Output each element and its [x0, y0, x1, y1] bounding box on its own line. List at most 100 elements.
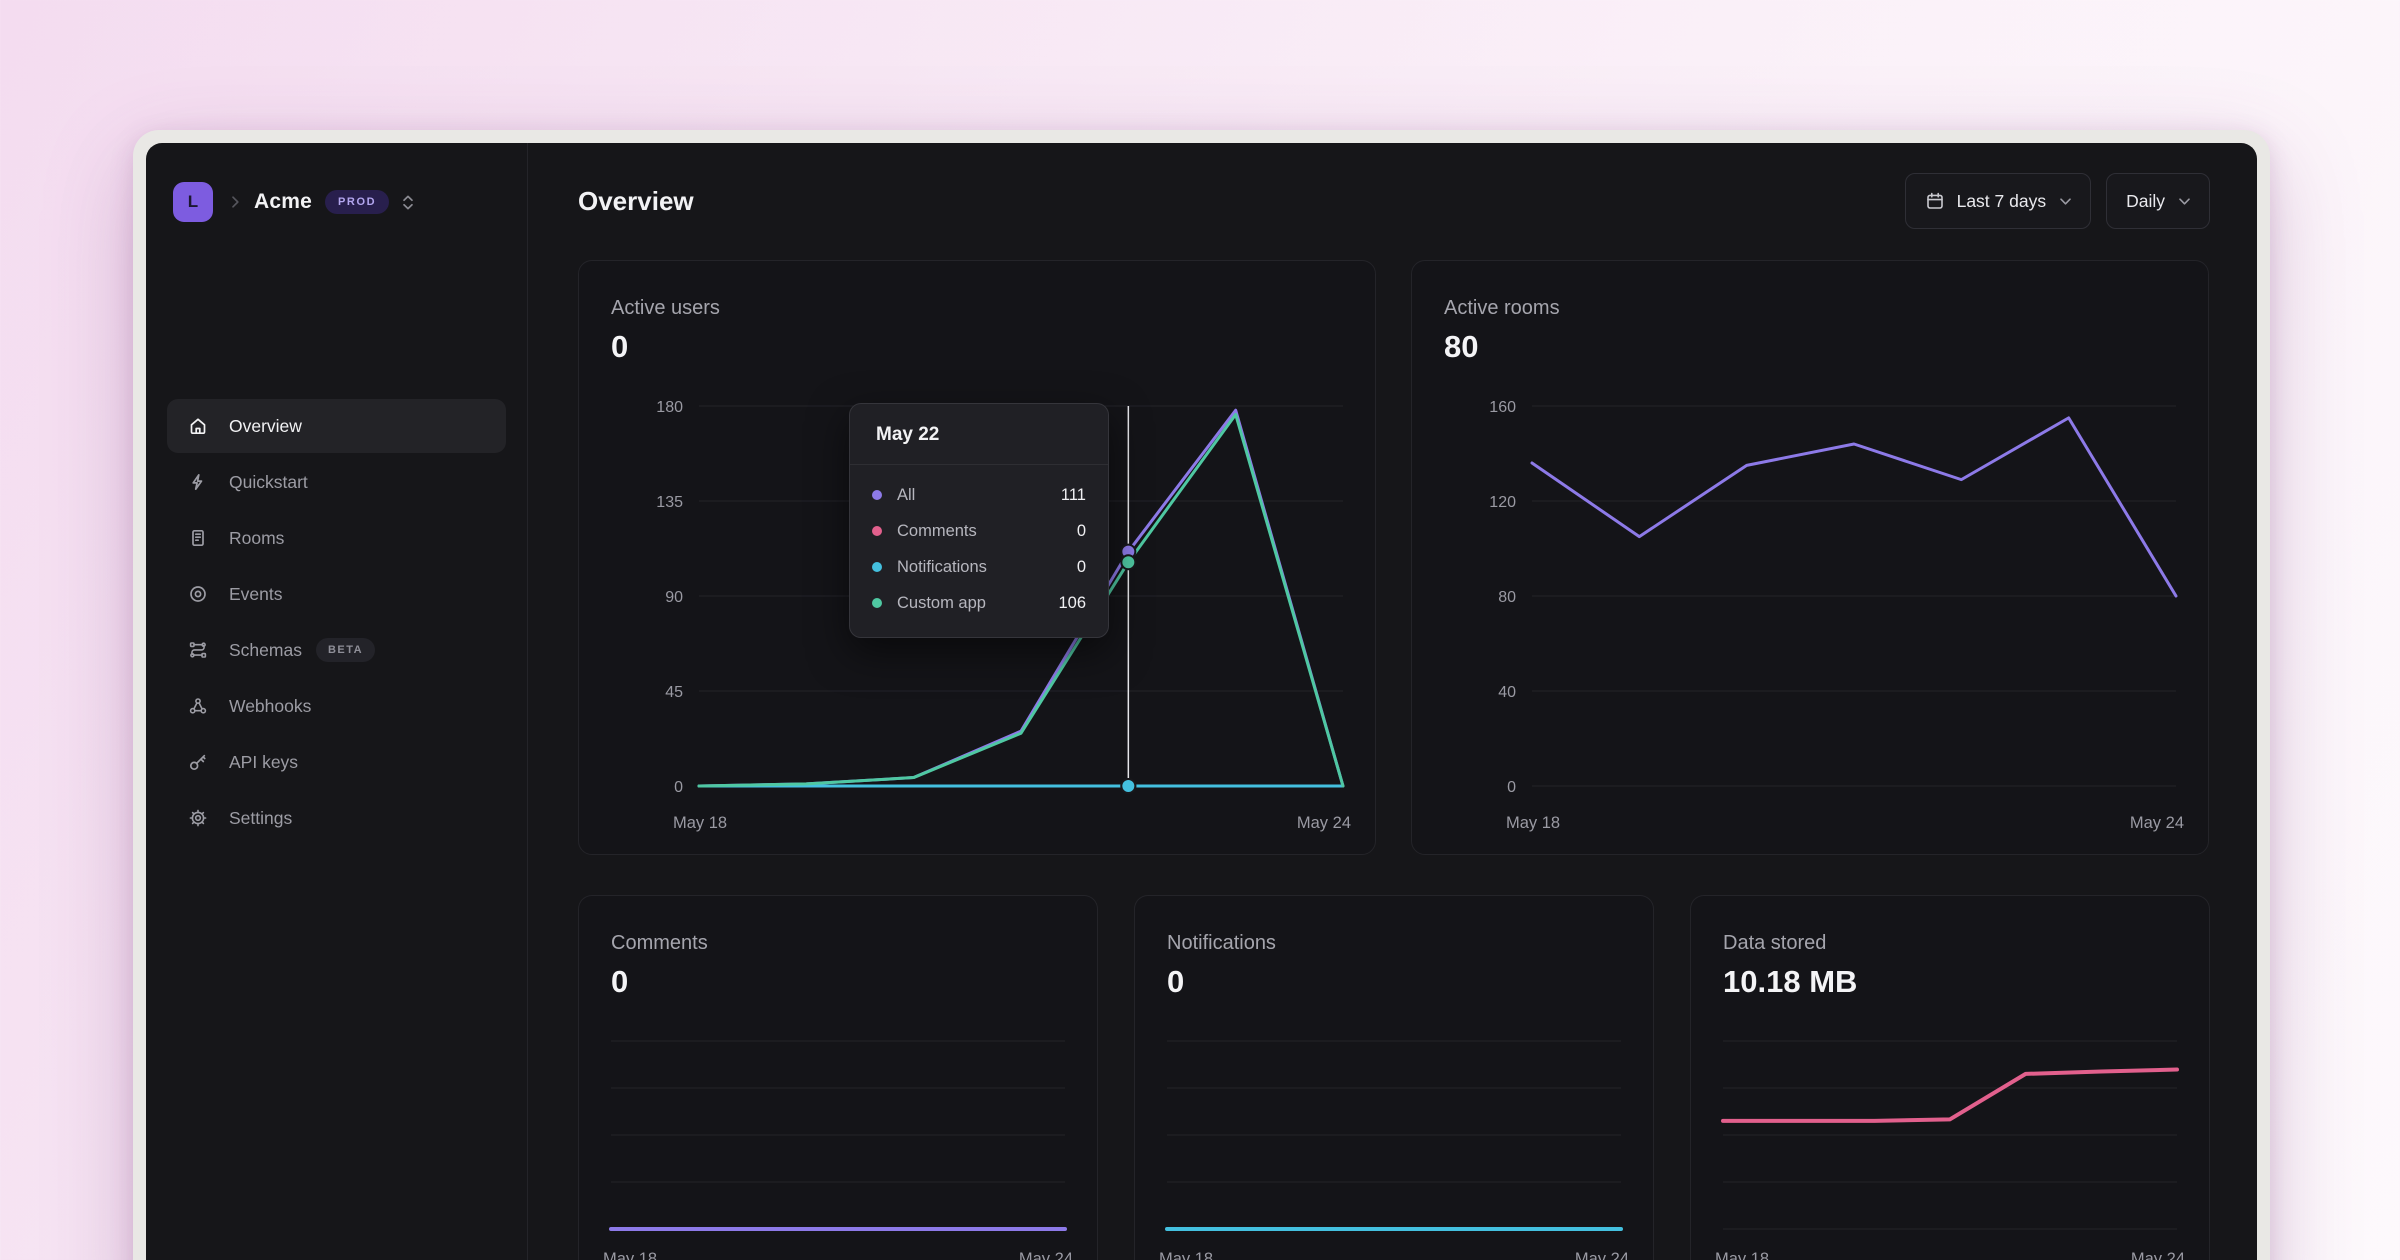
svg-text:May 24: May 24 — [1297, 814, 1351, 832]
calendar-icon — [1925, 191, 1945, 211]
series-label: Custom app — [897, 593, 986, 612]
gear-icon — [188, 808, 208, 828]
sidebar-item-events[interactable]: Events — [167, 567, 506, 621]
tooltip-row: Custom app 106 — [872, 585, 1086, 621]
comments-chart[interactable]: May 18 May 24 — [579, 1029, 1097, 1260]
series-dot-all — [872, 490, 882, 500]
active-rooms-card: Active rooms 80 160 120 80 40 0 May 18 May 24 — [1411, 260, 2209, 855]
main-content: Overview Last 7 days Daily — [528, 143, 2257, 1260]
sidebar-item-webhooks[interactable]: Webhooks — [167, 679, 506, 733]
sidebar-item-overview[interactable]: Overview — [167, 399, 506, 453]
card-value: 0 — [611, 964, 629, 999]
sidebar-item-label: Settings — [229, 807, 293, 828]
card-value: 80 — [1444, 329, 1479, 364]
svg-text:90: 90 — [665, 589, 683, 606]
series-label: Notifications — [897, 557, 987, 576]
sidebar-item-label: Overview — [229, 415, 302, 436]
svg-text:120: 120 — [1489, 494, 1516, 511]
notifications-chart[interactable]: May 18 May 24 — [1135, 1029, 1653, 1260]
card-title: Comments — [611, 932, 708, 954]
series-value: 0 — [1076, 521, 1086, 540]
svg-text:160: 160 — [1489, 399, 1516, 416]
sidebar-item-label: Webhooks — [229, 695, 312, 716]
key-icon — [188, 752, 208, 772]
sidebar-item-label: Quickstart — [229, 471, 308, 492]
webhooks-icon — [188, 696, 208, 716]
sidebar-item-rooms[interactable]: Rooms — [167, 511, 506, 565]
workspace-logo-letter: L — [187, 192, 199, 211]
date-range-label: Last 7 days — [1956, 190, 2047, 211]
card-value: 0 — [611, 329, 629, 364]
sidebar-item-label: Schemas — [229, 639, 302, 660]
svg-text:May 18: May 18 — [603, 1250, 657, 1260]
sidebar-item-quickstart[interactable]: Quickstart — [167, 455, 506, 509]
workspace-switcher[interactable]: L Acme PROD — [173, 182, 507, 222]
date-range-button[interactable]: Last 7 days — [1904, 173, 2092, 229]
series-dot-custom-app — [872, 598, 882, 608]
series-value: 106 — [1058, 593, 1086, 612]
chart-tooltip: May 22 All 111 Comments 0 — [849, 403, 1109, 638]
card-title: Notifications — [1167, 932, 1276, 954]
card-title: Active rooms — [1444, 297, 1560, 319]
svg-text:May 24: May 24 — [1019, 1250, 1073, 1260]
environment-badge: PROD — [325, 190, 390, 214]
svg-text:0: 0 — [674, 779, 683, 796]
header-controls: Last 7 days Daily — [1904, 173, 2210, 229]
schemas-icon — [188, 640, 208, 660]
sidebar-item-label: API keys — [229, 751, 299, 772]
series-label: All — [897, 485, 916, 504]
card-title: Active users — [611, 297, 720, 319]
beta-badge: BETA — [315, 638, 376, 662]
lightning-icon — [188, 472, 208, 492]
page-title: Overview — [578, 185, 694, 216]
tooltip-row: Notifications 0 — [872, 549, 1086, 585]
svg-text:May 18: May 18 — [1159, 1250, 1213, 1260]
sidebar-item-schemas[interactable]: Schemas BETA — [167, 623, 506, 677]
workspace-logo: L — [173, 182, 213, 222]
workspace-name: Acme — [254, 190, 312, 213]
comments-card: Comments 0 May 18 May 24 — [578, 895, 1098, 1260]
notifications-card: Notifications 0 May 18 May 24 — [1134, 895, 1654, 1260]
data-stored-chart[interactable]: May 18 May 24 — [1691, 1029, 2209, 1260]
dashboard-app: L Acme PROD Overview — [146, 143, 2257, 1260]
svg-text:May 18: May 18 — [673, 814, 727, 832]
active-users-card: Active users 0 180 135 90 45 0 May 18 May 24 M… — [578, 260, 1376, 855]
sidebar-item-api-keys[interactable]: API keys — [167, 735, 506, 789]
svg-text:May 24: May 24 — [1575, 1250, 1629, 1260]
sidebar-nav: Overview Quickstart Rooms — [167, 399, 506, 847]
sidebar-item-label: Rooms — [229, 527, 285, 548]
active-rooms-chart[interactable]: 160 120 80 40 0 May 18 May 24 — [1412, 391, 2208, 851]
events-icon — [188, 584, 208, 604]
page-header: Overview Last 7 days Daily — [578, 173, 2210, 229]
tooltip-row: All 111 — [872, 477, 1086, 513]
chevron-down-icon — [2060, 197, 2071, 205]
data-stored-card: Data stored 10.18 MB May 18 May 24 — [1690, 895, 2210, 1260]
home-icon — [188, 416, 208, 436]
sidebar-item-settings[interactable]: Settings — [167, 791, 506, 845]
breadcrumb-chevron-icon — [231, 195, 240, 209]
granularity-label: Daily — [2126, 190, 2165, 211]
series-dot-comments — [872, 526, 882, 536]
series-value: 0 — [1076, 557, 1086, 576]
series-label: Comments — [897, 521, 977, 540]
workspace-select-icon — [402, 194, 414, 211]
svg-text:180: 180 — [656, 399, 683, 416]
card-title: Data stored — [1723, 932, 1827, 954]
series-dot-notifications — [872, 562, 882, 572]
svg-text:40: 40 — [1498, 684, 1516, 701]
sidebar: L Acme PROD Overview — [146, 143, 528, 1260]
card-value: 0 — [1167, 964, 1185, 999]
svg-text:May 18: May 18 — [1506, 814, 1560, 832]
rooms-icon — [188, 528, 208, 548]
granularity-button[interactable]: Daily — [2106, 173, 2210, 229]
tooltip-row: Comments 0 — [872, 513, 1086, 549]
svg-text:45: 45 — [665, 684, 683, 701]
tooltip-rows: All 111 Comments 0 Notifications 0 — [850, 465, 1108, 637]
tooltip-date: May 22 — [850, 404, 1108, 465]
svg-text:May 18: May 18 — [1715, 1250, 1769, 1260]
chevron-down-icon — [2179, 197, 2190, 205]
sidebar-item-label: Events — [229, 583, 283, 604]
app-window: L Acme PROD Overview — [133, 130, 2270, 1260]
svg-text:80: 80 — [1498, 589, 1516, 606]
